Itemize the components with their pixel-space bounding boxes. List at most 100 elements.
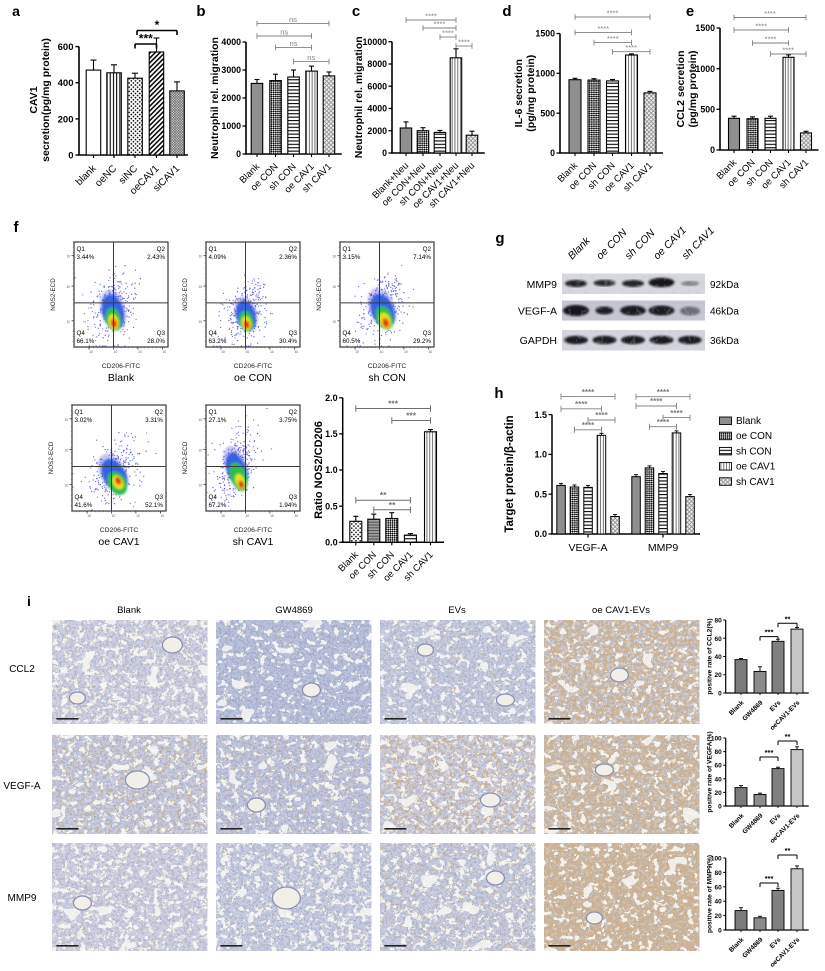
svg-text:1.5: 1.5	[534, 410, 547, 420]
svg-text:Q1: Q1	[209, 409, 218, 416]
svg-text:***: ***	[406, 411, 417, 421]
svg-text:0.5: 0.5	[534, 489, 547, 499]
svg-text:60: 60	[714, 884, 722, 891]
svg-text:****: ****	[458, 38, 470, 47]
svg-text:0: 0	[236, 149, 241, 159]
svg-text:10: 10	[66, 285, 70, 289]
svg-text:Blank: Blank	[108, 372, 135, 384]
svg-text:100: 100	[711, 856, 722, 863]
svg-text:10: 10	[198, 285, 202, 289]
svg-text:10: 10	[270, 514, 274, 518]
svg-text:10: 10	[295, 350, 299, 354]
svg-text:Q1: Q1	[343, 246, 352, 253]
svg-text:****: ****	[765, 35, 777, 44]
svg-text:Q3: Q3	[157, 330, 166, 337]
svg-text:Ratio NOS2/CD206: Ratio NOS2/CD206	[313, 421, 325, 519]
svg-text:3.31%: 3.31%	[145, 417, 163, 424]
svg-text:ns: ns	[289, 15, 297, 24]
svg-text:1.5: 1.5	[325, 429, 338, 439]
svg-text:ns: ns	[290, 39, 298, 48]
svg-text:Q4: Q4	[209, 330, 218, 337]
svg-text:80: 80	[714, 870, 722, 877]
svg-text:NOS2-ECD: NOS2-ECD	[50, 278, 57, 311]
svg-text:40: 40	[714, 654, 722, 661]
svg-text:***: ***	[765, 748, 774, 757]
svg-text:CCL2 secretion: CCL2 secretion	[675, 50, 687, 127]
svg-text:Q2: Q2	[289, 246, 298, 253]
svg-text:10: 10	[429, 350, 433, 354]
svg-text:1.94%: 1.94%	[279, 502, 297, 509]
svg-text:4000: 4000	[221, 37, 241, 47]
svg-text:secretion(pg/mg protein): secretion(pg/mg protein)	[40, 38, 52, 162]
svg-text:10: 10	[198, 484, 202, 488]
svg-text:VEGF-A: VEGF-A	[518, 306, 557, 318]
svg-text:500: 500	[700, 105, 715, 115]
svg-text:Q3: Q3	[289, 494, 298, 501]
svg-text:10: 10	[89, 350, 93, 354]
svg-text:**: **	[785, 732, 791, 741]
svg-text:Q2: Q2	[157, 246, 166, 253]
svg-text:1.0: 1.0	[534, 450, 547, 460]
svg-text:10: 10	[161, 514, 165, 518]
svg-text:80: 80	[714, 749, 722, 756]
svg-text:10: 10	[66, 255, 70, 259]
svg-text:Q2: Q2	[289, 409, 298, 416]
svg-text:0.0: 0.0	[534, 529, 547, 539]
svg-text:MMP9: MMP9	[648, 542, 678, 554]
svg-text:10: 10	[114, 350, 118, 354]
svg-text:10: 10	[246, 514, 250, 518]
svg-text:Q4: Q4	[343, 330, 352, 337]
svg-text:GW4869: GW4869	[275, 605, 313, 616]
svg-text:CD206-FITC: CD206-FITC	[234, 527, 273, 534]
svg-text:**: **	[785, 614, 791, 623]
svg-text:oe CAV1: oe CAV1	[98, 536, 139, 548]
svg-text:27.1%: 27.1%	[209, 417, 227, 424]
svg-text:e: e	[686, 3, 694, 20]
svg-text:3.44%: 3.44%	[77, 254, 95, 261]
svg-text:200: 200	[58, 114, 74, 125]
svg-text:10: 10	[64, 449, 68, 453]
svg-text:60.5%: 60.5%	[343, 338, 361, 345]
svg-text:10: 10	[332, 255, 336, 259]
svg-text:VEGF-A: VEGF-A	[3, 781, 41, 792]
svg-text:CD206-FITC: CD206-FITC	[368, 363, 407, 370]
svg-text:****: ****	[607, 34, 619, 43]
svg-text:oe CON: oe CON	[234, 372, 272, 384]
svg-text:10: 10	[332, 285, 336, 289]
svg-text:f: f	[14, 219, 20, 236]
svg-text:Q1: Q1	[209, 246, 218, 253]
svg-text:0.0: 0.0	[325, 538, 338, 548]
svg-text:Neutrophil rel. migration: Neutrophil rel. migration	[209, 37, 221, 159]
svg-text:**: **	[389, 500, 396, 510]
svg-text:36kDa: 36kDa	[710, 336, 739, 347]
svg-text:10000: 10000	[363, 37, 388, 47]
svg-text:Neutrophil rel. migration: Neutrophil rel. migration	[353, 36, 365, 158]
svg-text:ns: ns	[280, 28, 288, 37]
svg-text:positive rate of CCL2(%): positive rate of CCL2(%)	[707, 618, 714, 694]
svg-text:600: 600	[58, 42, 74, 53]
svg-text:NOS2-ECD: NOS2-ECD	[316, 278, 323, 311]
svg-text:****: ****	[657, 388, 670, 397]
svg-text:10: 10	[198, 320, 202, 324]
svg-text:NOS2-ECD: NOS2-ECD	[48, 441, 55, 474]
svg-text:VEGF-A: VEGF-A	[568, 542, 607, 554]
svg-text:1000: 1000	[221, 121, 241, 131]
svg-text:oe CON: oe CON	[736, 431, 772, 442]
svg-text:10: 10	[355, 350, 359, 354]
svg-text:Q4: Q4	[209, 494, 218, 501]
svg-text:positive rate of MMP9(%): positive rate of MMP9(%)	[707, 855, 714, 933]
svg-text:a: a	[12, 3, 20, 19]
svg-text:7.14%: 7.14%	[413, 254, 431, 261]
svg-text:IL-6 secretion: IL-6 secretion	[513, 59, 525, 127]
svg-text:10: 10	[112, 514, 116, 518]
svg-text:41.6%: 41.6%	[75, 502, 93, 509]
svg-text:10: 10	[64, 484, 68, 488]
svg-text:10: 10	[198, 449, 202, 453]
svg-text:CAV1: CAV1	[28, 86, 40, 113]
svg-text:0: 0	[68, 151, 73, 162]
svg-text:g: g	[495, 230, 504, 247]
svg-text:****: ****	[625, 43, 637, 52]
svg-text:Q3: Q3	[155, 494, 164, 501]
svg-text:d: d	[502, 3, 511, 20]
svg-text:****: ****	[595, 411, 608, 420]
